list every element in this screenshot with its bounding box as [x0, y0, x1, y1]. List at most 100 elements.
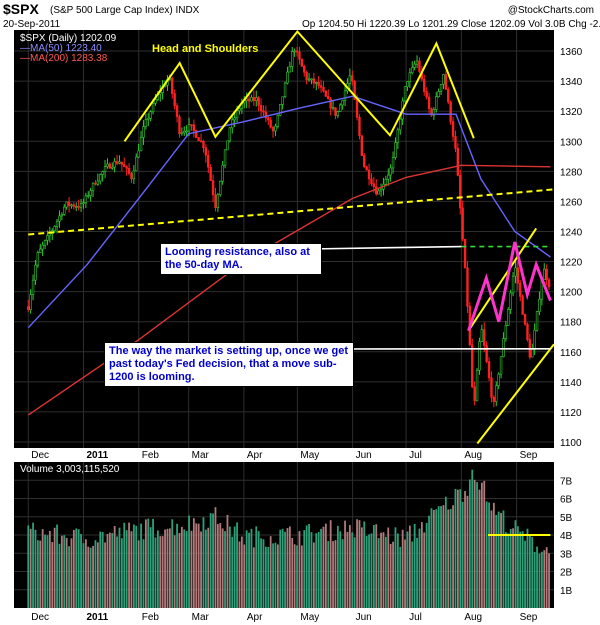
- volume-bar: [140, 523, 142, 608]
- volume-bar: [500, 512, 502, 608]
- volume-bar: [375, 524, 378, 608]
- price-date-label: Sep: [520, 450, 538, 461]
- channel-lower-line: [476, 343, 555, 445]
- candle-body: [322, 87, 325, 92]
- volume-bar: [336, 525, 339, 608]
- volume-bar: [176, 523, 178, 608]
- candle-body: [55, 220, 59, 227]
- volume-tick-label: 4B: [560, 531, 573, 542]
- volume-bar: [147, 518, 150, 608]
- candle-body: [58, 215, 61, 222]
- volume-bar: [370, 533, 373, 608]
- volume-bar: [346, 531, 349, 608]
- volume-bar: [473, 479, 476, 608]
- volume-bar: [44, 534, 46, 608]
- volume-bar: [320, 528, 322, 608]
- candle-body: [77, 206, 80, 208]
- volume-bar: [452, 505, 454, 608]
- volume-bar: [27, 525, 30, 608]
- volume-bar: [39, 540, 42, 608]
- volume-bar: [171, 519, 174, 608]
- candle-body: [423, 78, 426, 92]
- volume-bar: [394, 527, 397, 608]
- candle-body: [190, 124, 193, 126]
- price-date-labels: Dec 2011 Feb Mar Apr May Jun Jul Aug Sep: [31, 450, 538, 461]
- candle-body: [276, 114, 280, 127]
- candle-body: [257, 97, 260, 106]
- candle-body: [115, 161, 119, 164]
- volume-bar: [197, 523, 200, 608]
- volume-date-label: Jul: [409, 612, 422, 623]
- candle-body: [67, 201, 71, 206]
- candle-body: [384, 178, 388, 185]
- candle-body: [108, 163, 112, 169]
- candle-body: [233, 117, 236, 121]
- volume-bar: [188, 515, 190, 608]
- volume-bar: [507, 533, 510, 608]
- price-date-label: Jul: [409, 450, 422, 461]
- candle-body: [437, 91, 440, 97]
- volume-bar: [401, 529, 404, 608]
- volume-bar: [214, 507, 217, 608]
- volume-bar: [416, 537, 418, 608]
- candle-body: [96, 180, 100, 185]
- candle-body: [339, 104, 342, 112]
- volume-bar: [471, 469, 474, 608]
- candle-body: [137, 150, 140, 158]
- candle-body: [363, 155, 366, 168]
- candle-body: [360, 135, 364, 156]
- volume-bar: [524, 540, 526, 608]
- candle-body: [147, 117, 150, 120]
- candle-body: [223, 149, 227, 166]
- candle-body: [531, 349, 534, 358]
- volume-bar: [509, 528, 512, 608]
- volume-bar: [420, 522, 423, 608]
- volume-bar: [255, 526, 258, 608]
- volume-bar: [250, 528, 253, 608]
- candle-body: [403, 86, 407, 102]
- candle-body: [72, 204, 76, 207]
- candle-body: [331, 107, 335, 109]
- volume-bar: [34, 529, 37, 608]
- volume-bar: [533, 551, 536, 608]
- volume-bar: [454, 488, 457, 608]
- volume-bar: [161, 536, 164, 608]
- volume-bar: [497, 511, 500, 608]
- candle-body: [84, 195, 88, 203]
- volume-bar: [212, 513, 214, 608]
- volume-bar: [413, 523, 416, 608]
- candle-body: [101, 171, 104, 175]
- candle-body: [351, 75, 354, 82]
- candle-body: [262, 110, 265, 113]
- candle-body: [219, 180, 222, 195]
- candle-body: [348, 75, 352, 84]
- candle-body: [106, 163, 109, 167]
- candle-body: [389, 167, 392, 176]
- price-tick-label: 1320: [560, 107, 583, 118]
- candle-body: [391, 157, 395, 169]
- candle-body: [154, 99, 157, 104]
- volume-bar: [243, 544, 246, 608]
- candle-body: [502, 338, 505, 358]
- candle-body: [499, 356, 503, 375]
- volume-bar: [65, 537, 68, 608]
- candle-body: [286, 71, 289, 84]
- price-date-label: Dec: [31, 450, 49, 461]
- volume-bar: [418, 528, 421, 608]
- candle-body: [252, 97, 256, 101]
- volume-bar: [440, 506, 442, 608]
- volume-bar: [514, 520, 517, 608]
- volume-bar: [317, 532, 320, 608]
- volume-date-label: Feb: [142, 612, 160, 623]
- channel-upper-line: [467, 227, 538, 332]
- candle-body: [295, 50, 299, 53]
- candle-body: [238, 108, 241, 112]
- volume-bar: [389, 543, 392, 608]
- volume-bar: [339, 531, 342, 608]
- candle-body: [226, 140, 229, 151]
- candle-body: [209, 166, 212, 181]
- volume-bar: [377, 538, 380, 608]
- candle-body: [99, 174, 102, 182]
- candle-body: [471, 344, 474, 388]
